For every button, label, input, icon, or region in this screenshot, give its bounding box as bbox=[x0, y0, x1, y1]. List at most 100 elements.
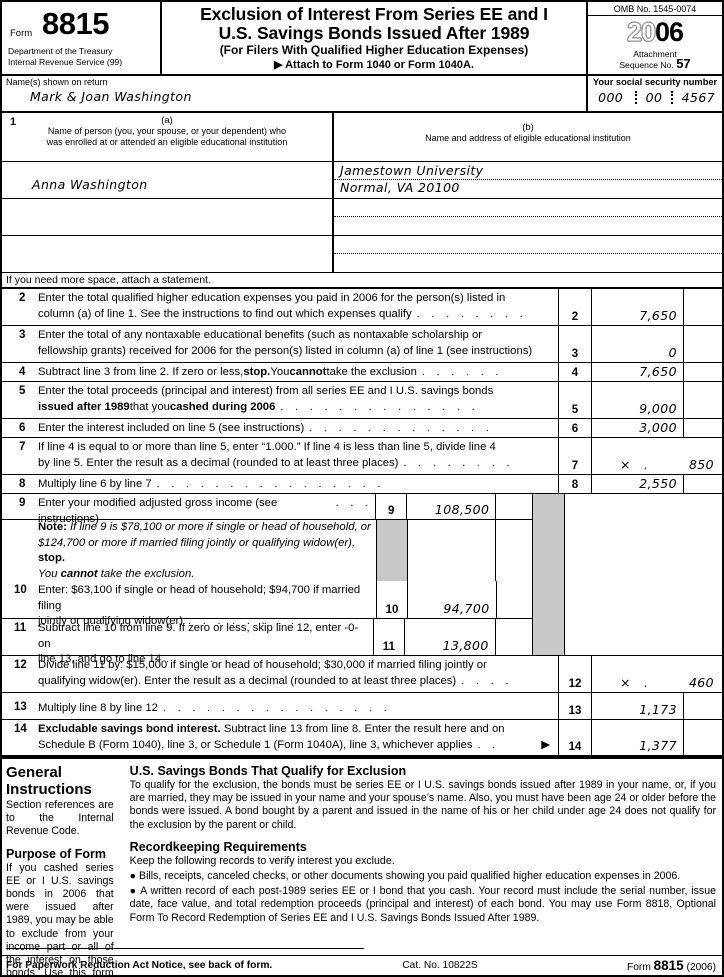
line-7-decimal-cell[interactable]: × . 850 bbox=[592, 438, 722, 474]
line-9-note-cannot: cannot bbox=[60, 567, 98, 580]
line-6-text-a: Enter the interest included on line 5 (s… bbox=[38, 422, 305, 434]
line-1-entry-row[interactable] bbox=[2, 199, 722, 236]
line-1-col-b-header: (b) Name and address of eligible educati… bbox=[334, 113, 722, 161]
line-9-note-blank-amount bbox=[408, 520, 497, 581]
line-5-amount-cell[interactable]: 9,000 bbox=[592, 382, 684, 418]
form-line-8: 8 Multiply line 6 by line 7 . . . . . . … bbox=[2, 475, 722, 494]
line-5-number-box: 5 bbox=[559, 382, 592, 418]
line-8-text-cell: 8 Multiply line 6 by line 7 . . . . . . … bbox=[2, 475, 559, 493]
line-11-cents-cell[interactable] bbox=[496, 619, 534, 655]
footer-form-word: Form bbox=[627, 962, 651, 973]
line-8-cents-cell[interactable] bbox=[684, 475, 722, 493]
line-4-amount-cell[interactable]: 7,650 bbox=[592, 363, 684, 381]
line-10-number: 10 bbox=[14, 584, 27, 596]
line-5-text-cell: 5 Enter the total proceeds (principal an… bbox=[2, 382, 559, 418]
lines-9-11-left: 9 Enter your modified adjusted gross inc… bbox=[2, 494, 534, 665]
leader-dots: . . . . . . . . . . . . . bbox=[309, 422, 494, 434]
student-name-value: Anna Washington bbox=[32, 177, 148, 192]
line-14-cents-cell[interactable] bbox=[684, 720, 722, 755]
line-14-text-b: Schedule B (Form 1040), line 3, or Sched… bbox=[38, 738, 473, 751]
line-3-text-a: Enter the total of any nontaxable educat… bbox=[38, 329, 483, 341]
line-9-note-stop: stop. bbox=[38, 552, 65, 564]
ssn-divider-1 bbox=[635, 91, 638, 104]
line-7-decimal-value: 850 bbox=[688, 457, 714, 472]
form-title-line2: U.S. Savings Bonds Issued After 1989 bbox=[218, 23, 530, 43]
leader-dots: . . . . . . . . bbox=[188, 615, 299, 627]
form-lines-9-to-11: 9 Enter your modified adjusted gross inc… bbox=[2, 494, 722, 665]
footer-form-id: Form 8815 (2006) bbox=[516, 958, 722, 973]
line-1-entry-row[interactable]: Anna Washington Jamestown University Nor… bbox=[2, 162, 722, 199]
line-7-multiply-sign: × bbox=[620, 457, 631, 472]
tax-year-block: 2006 bbox=[588, 16, 722, 49]
line-12-text-b: qualifying widow(er). Enter the result a… bbox=[38, 674, 457, 687]
line-14-number-box: 14 bbox=[559, 720, 592, 755]
lines-9-11-gray-strip bbox=[533, 494, 566, 655]
form-line-9: 9 Enter your modified adjusted gross inc… bbox=[2, 494, 534, 525]
line-14-amount-cell[interactable]: 1,377 bbox=[592, 720, 684, 755]
institution-address: Normal, VA 20100 bbox=[340, 180, 460, 195]
line-9-cents-cell[interactable] bbox=[496, 494, 534, 519]
col-b-letter: (b) bbox=[522, 122, 534, 133]
line-2-cents-cell[interactable] bbox=[684, 289, 722, 325]
line-7-number-box: 7 bbox=[559, 438, 592, 474]
omb-block: OMB No. 1545-0074 2006 Attachment Sequen… bbox=[588, 2, 722, 74]
line-11-amount-value: 13,800 bbox=[442, 638, 489, 653]
line-2-number-box: 2 bbox=[559, 289, 592, 325]
line-12-decimal-cell[interactable]: × . 460 bbox=[592, 656, 722, 692]
line-13-number: 13 bbox=[14, 701, 27, 713]
line-2-number: 2 bbox=[19, 292, 26, 304]
line-10-amount-cell[interactable]: 94,700 bbox=[408, 581, 497, 618]
institution-dotted-rule bbox=[334, 253, 722, 254]
institution-cell[interactable]: Jamestown University Normal, VA 20100 bbox=[334, 162, 722, 198]
general-instructions-heading: General Instructions bbox=[6, 764, 92, 798]
line-14-text-a: Subtract line 13 from line 8. Enter the … bbox=[220, 723, 505, 735]
line-9-number-box: 9 bbox=[375, 494, 408, 519]
line-11-amount-cell[interactable]: 13,800 bbox=[405, 619, 496, 655]
line-9-note-d: take the exclusion. bbox=[97, 567, 195, 580]
line-12-multiply-sign: × bbox=[620, 675, 631, 690]
purpose-of-form-heading: Purpose of Form bbox=[6, 846, 107, 861]
ssn-field-cell[interactable]: Your social security number 000 00 4567 bbox=[588, 76, 722, 111]
ssn-part-1: 000 bbox=[598, 90, 624, 105]
student-name-cell[interactable] bbox=[2, 199, 334, 235]
line-7-number: 7 bbox=[19, 441, 26, 453]
line-9-note-gray-box bbox=[375, 520, 408, 581]
line-8-amount-cell[interactable]: 2,550 bbox=[592, 475, 684, 493]
line-11-text-cell: 11 Subtract line 10 from line 9. If zero… bbox=[2, 619, 373, 665]
line-9-note-label: Note: bbox=[38, 521, 67, 533]
line-12-number: 12 bbox=[14, 659, 27, 671]
name-label: Name(s) shown on return bbox=[6, 77, 108, 87]
line-11-text-b: line 13, and go to line 14 bbox=[38, 653, 162, 665]
line-6-amount-cell[interactable]: 3,000 bbox=[592, 419, 684, 437]
form-line-6: 6 Enter the interest included on line 5 … bbox=[2, 419, 722, 438]
ssn-part-3: 4567 bbox=[681, 90, 716, 105]
attachment-sequence-number: 57 bbox=[676, 56, 691, 71]
name-field-cell[interactable]: Name(s) shown on return Mark & Joan Wash… bbox=[2, 76, 588, 111]
institution-name: Jamestown University bbox=[340, 163, 484, 178]
line-9-note-c: You bbox=[38, 567, 61, 580]
line-9-amount-cell[interactable]: 108,500 bbox=[407, 494, 497, 519]
line-4-cents-cell[interactable] bbox=[684, 363, 722, 381]
form-line-5: 5 Enter the total proceeds (principal an… bbox=[2, 382, 722, 419]
institution-cell[interactable] bbox=[334, 236, 722, 272]
line-4-number-box: 4 bbox=[559, 363, 592, 381]
institution-cell[interactable] bbox=[334, 199, 722, 235]
line-3-cents-cell[interactable] bbox=[684, 326, 722, 362]
form-body: 2 Enter the total qualified higher educa… bbox=[2, 289, 722, 757]
form-line-4: 4 Subtract line 3 from line 2. If zero o… bbox=[2, 363, 722, 382]
line-14-amount-value: 1,377 bbox=[639, 738, 677, 753]
line-13-cents-cell[interactable] bbox=[684, 693, 722, 719]
line-6-cents-cell[interactable] bbox=[684, 419, 722, 437]
form-subtitle: (For Filers With Qualified Higher Educat… bbox=[219, 43, 529, 57]
line-10-cents-cell[interactable] bbox=[497, 581, 534, 618]
line-13-amount-cell[interactable]: 1,173 bbox=[592, 693, 684, 719]
line-3-amount-cell[interactable]: 0 bbox=[592, 326, 684, 362]
attachment-sequence-block: Attachment Sequence No. 57 bbox=[588, 49, 722, 70]
lines-9-11-blank-strip bbox=[565, 494, 722, 655]
line-5-cents-cell[interactable] bbox=[684, 382, 722, 418]
form-line-11: 11 Subtract line 10 from line 9. If zero… bbox=[2, 618, 534, 665]
student-name-cell[interactable]: Anna Washington bbox=[2, 162, 334, 198]
student-name-cell[interactable] bbox=[2, 236, 334, 272]
line-2-amount-cell[interactable]: 7,650 bbox=[592, 289, 684, 325]
line-1-entry-row[interactable] bbox=[2, 236, 722, 272]
